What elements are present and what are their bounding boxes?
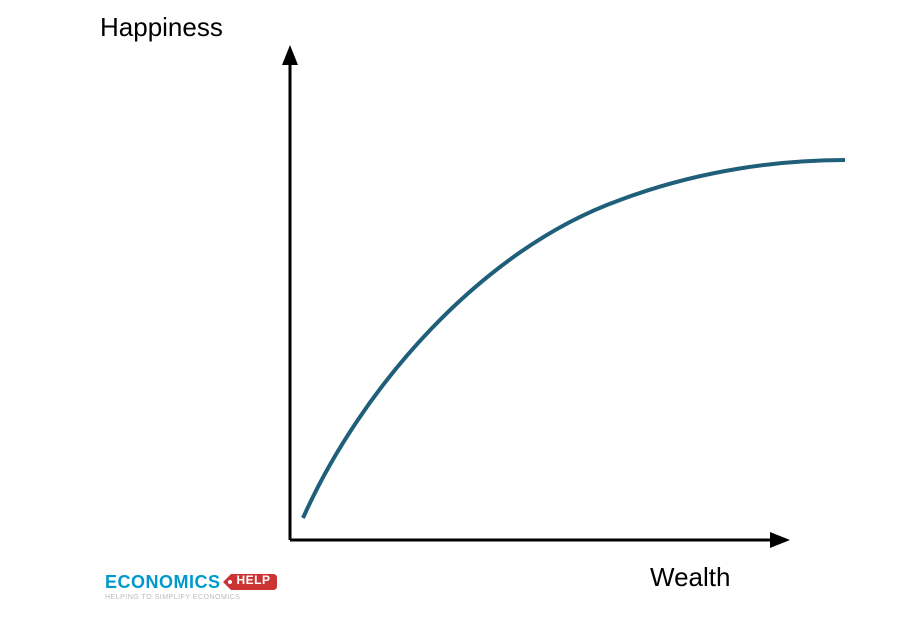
y-axis-arrowhead: [282, 45, 298, 65]
chart-svg: [0, 0, 913, 634]
y-axis-label: Happiness: [100, 12, 223, 43]
chart-container: Happiness Wealth ECONOMICS HELP HELPING …: [0, 0, 913, 634]
logo-tagline: HELPING TO SIMPLIFY ECONOMICS: [105, 594, 240, 601]
logo-badge-text: HELP: [237, 574, 271, 586]
brand-logo: ECONOMICS HELP HELPING TO SIMPLIFY ECONO…: [105, 572, 279, 601]
utility-curve: [303, 160, 845, 518]
x-axis-arrowhead: [770, 532, 790, 548]
logo-badge: HELP: [223, 572, 279, 592]
logo-main: ECONOMICS HELP: [105, 572, 279, 592]
logo-text-primary: ECONOMICS: [105, 573, 221, 591]
x-axis-label: Wealth: [650, 562, 730, 593]
